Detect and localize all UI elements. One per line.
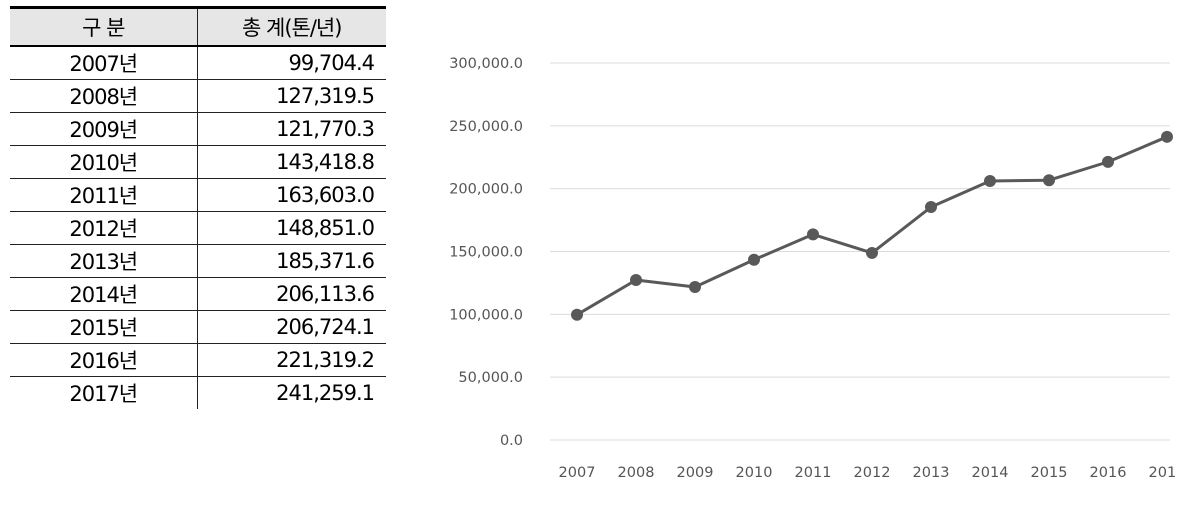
- x-tick-label: 2014: [972, 465, 1009, 481]
- year-cell: 2013년: [10, 244, 198, 278]
- grid-layer: [550, 62, 1170, 441]
- table-row: 2015년 206,724.1: [10, 310, 386, 344]
- x-tick-label: 2009: [677, 465, 714, 481]
- x-tick-label: 2012: [854, 465, 891, 481]
- total-cell: 148,851.0: [197, 211, 386, 245]
- year-cell: 2010년: [10, 145, 198, 179]
- year-cell: 2011년: [10, 178, 198, 212]
- data-table: 구 분 총 계(톤/년) 2007년 99,704.4 2008년 127,319.…: [10, 6, 386, 409]
- y-tick-label: 250,000.0: [449, 119, 523, 135]
- total-cell: 185,371.6: [197, 244, 386, 278]
- x-tick-label: 2011: [795, 465, 832, 481]
- table-row: 2016년 221,319.2: [10, 343, 386, 377]
- year-cell: 2015년: [10, 310, 198, 344]
- y-tick-label: 0.0: [500, 433, 523, 449]
- table-row: 2014년 206,113.6: [10, 277, 386, 311]
- data-point: [748, 253, 760, 266]
- y-tick-label: 300,000.0: [449, 56, 523, 72]
- x-tick-label: 2017: [1149, 465, 1175, 481]
- data-point: [1102, 155, 1114, 168]
- data-point: [1161, 130, 1173, 143]
- total-cell: 221,319.2: [197, 343, 386, 377]
- x-tick-label: 2007: [559, 465, 596, 481]
- table-row: 2012년 148,851.0: [10, 211, 386, 245]
- data-point: [866, 246, 878, 259]
- y-axis: 0.0 50,000.0 100,000.0 150,000.0 200,000.0 25…: [449, 56, 523, 449]
- year-cell: 2017년: [10, 376, 198, 409]
- x-tick-label: 2010: [736, 465, 773, 481]
- x-tick-label: 2016: [1090, 465, 1127, 481]
- table-row: 2009년 121,770.3: [10, 112, 386, 146]
- total-cell: 206,724.1: [197, 310, 386, 344]
- table-row: 2008년 127,319.5: [10, 79, 386, 113]
- table-row: 2007년 99,704.4: [10, 46, 386, 80]
- header-total: 총 계(톤/년): [197, 6, 386, 47]
- total-cell: 99,704.4: [197, 46, 386, 80]
- table-header-row: 구 분 총 계(톤/년): [10, 6, 386, 47]
- table-row: 2013년 185,371.6: [10, 244, 386, 278]
- total-cell: 206,113.6: [197, 277, 386, 311]
- x-tick-label: 2013: [913, 465, 950, 481]
- y-tick-label: 100,000.0: [449, 307, 523, 323]
- data-point: [925, 201, 937, 214]
- data-point: [807, 228, 819, 241]
- year-cell: 2009년: [10, 112, 198, 146]
- year-cell: 2007년: [10, 46, 198, 80]
- total-cell: 143,418.8: [197, 145, 386, 179]
- y-tick-label: 50,000.0: [458, 370, 523, 386]
- data-point: [630, 274, 642, 287]
- table-row: 2011년 163,603.0: [10, 178, 386, 212]
- line-chart: 0.0 50,000.0 100,000.0 150,000.0 200,000.0 25…: [449, 56, 1175, 481]
- data-point: [984, 174, 996, 187]
- year-cell: 2012년: [10, 211, 198, 245]
- header-category: 구 분: [10, 6, 198, 47]
- year-cell: 2008년: [10, 79, 198, 113]
- x-tick-label: 2008: [618, 465, 655, 481]
- year-cell: 2016년: [10, 343, 198, 377]
- series-layer: [571, 130, 1173, 321]
- total-cell: 127,319.5: [197, 79, 386, 113]
- x-axis: 2007 2008 2009 2010 2011 2012 2013 2014 2015 2016…: [559, 465, 1175, 481]
- y-tick-label: 200,000.0: [449, 182, 523, 198]
- x-tick-label: 2015: [1031, 465, 1068, 481]
- y-tick-label: 150,000.0: [449, 245, 523, 261]
- data-point: [1043, 174, 1055, 187]
- data-point: [689, 280, 701, 293]
- data-point: [571, 308, 583, 321]
- total-cell: 163,603.0: [197, 178, 386, 212]
- series-line: [576, 135, 1168, 316]
- table-row: 2010년 143,418.8: [10, 145, 386, 179]
- total-cell: 241,259.1: [276, 381, 375, 405]
- total-cell: 121,770.3: [197, 112, 386, 146]
- year-cell: 2014년: [10, 277, 198, 311]
- table-row: 2017년 241,259.1: [10, 376, 386, 409]
